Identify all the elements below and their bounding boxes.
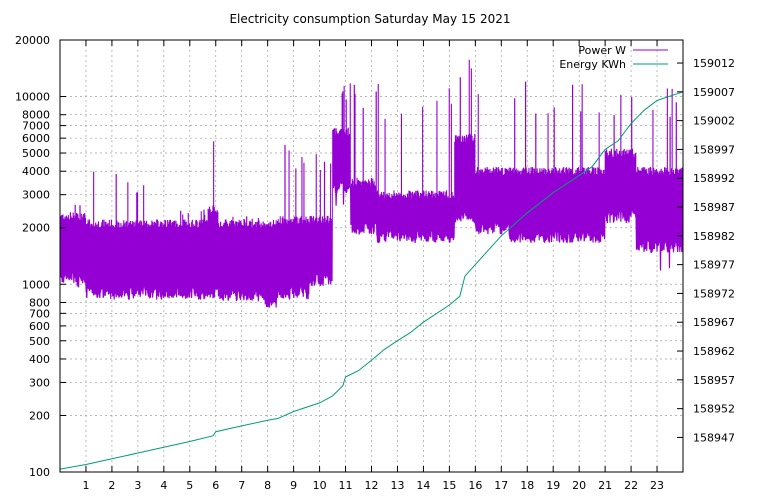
axes	[59, 39, 684, 473]
y-tick-label: 7000	[22, 120, 50, 133]
x-tick-label: 16	[468, 479, 482, 492]
y-tick-label: 8000	[22, 109, 50, 122]
x-tick-label: 2	[108, 479, 115, 492]
x-tick-label: 5	[186, 479, 193, 492]
x-tick-label: 18	[520, 479, 534, 492]
y-tick-label: 500	[29, 335, 50, 348]
y2-tick-label: 159007	[693, 86, 735, 99]
x-tick-label: 6	[212, 479, 219, 492]
x-tick-label: 13	[390, 479, 404, 492]
y-tick-label: 600	[29, 320, 50, 333]
y-tick-label: 2000	[22, 222, 50, 235]
y2-tick-label: 158997	[693, 143, 735, 156]
x-tick-label: 3	[134, 479, 141, 492]
x-tick-label: 19	[546, 479, 560, 492]
energy-series	[59, 91, 684, 470]
y-tick-label: 700	[29, 307, 50, 320]
x-tick-label: 22	[624, 479, 638, 492]
y-tick-label: 6000	[22, 132, 50, 145]
chart-title: Electricity consumption Saturday May 15 …	[229, 12, 510, 26]
x-tick-label: 21	[598, 479, 612, 492]
x-tick-label: 15	[442, 479, 456, 492]
legend-energy-label: Energy KWh	[559, 58, 626, 71]
x-tick-label: 14	[416, 479, 430, 492]
y2-tick-label: 158972	[693, 287, 735, 300]
x-tick-labels: 1 2 3 4 5 6 7 8 9 10 11 12 13 14 15 16 17 18 19 20 21 22 23	[82, 479, 664, 492]
y2-tick-label: 159012	[693, 57, 735, 70]
y-tick-label: 1000	[22, 278, 50, 291]
x-tick-label: 23	[650, 479, 664, 492]
x-tick-label: 12	[365, 479, 379, 492]
x-tick-label: 7	[238, 479, 245, 492]
y2-tick-labels: 158947 158952 158957 158962 158967 158972 1589…	[693, 57, 735, 444]
x-tick-label: 11	[339, 479, 353, 492]
y2-tick-label: 158967	[693, 316, 735, 329]
y-tick-label: 100	[29, 466, 50, 479]
y-tick-label: 300	[29, 376, 50, 389]
legend: Power W Energy KWh	[559, 44, 668, 71]
y2-tick-label: 159002	[693, 115, 735, 128]
legend-power-label: Power W	[578, 44, 626, 57]
y2-tick-label: 158992	[693, 172, 735, 185]
y-tick-label: 200	[29, 409, 50, 422]
y2-tick-label: 158957	[693, 374, 735, 387]
energy-line	[59, 91, 684, 470]
y-tick-label: 10000	[15, 91, 50, 104]
power-line	[59, 59, 684, 308]
y-tick-label: 20000	[15, 34, 50, 47]
power-series	[59, 59, 684, 308]
y-tick-label: 800	[29, 296, 50, 309]
x-tick-label: 4	[160, 479, 167, 492]
y2-tick-label: 158947	[693, 431, 735, 444]
x-tick-label: 1	[82, 479, 89, 492]
y2-tick-label: 158952	[693, 403, 735, 416]
x-tick-label: 9	[290, 479, 297, 492]
y-tick-label: 400	[29, 353, 50, 366]
y-tick-label: 4000	[22, 165, 50, 178]
y2-tick-label: 158962	[693, 345, 735, 358]
x-tick-label: 10	[313, 479, 327, 492]
x-tick-label: 8	[264, 479, 271, 492]
x-tick-label: 17	[494, 479, 508, 492]
y2-tick-label: 158987	[693, 201, 735, 214]
y2-tick-label: 158982	[693, 230, 735, 243]
y-tick-label: 3000	[22, 189, 50, 202]
x-tick-label: 20	[572, 479, 586, 492]
y-tick-label: 5000	[22, 147, 50, 160]
y2-tick-label: 158977	[693, 259, 735, 272]
